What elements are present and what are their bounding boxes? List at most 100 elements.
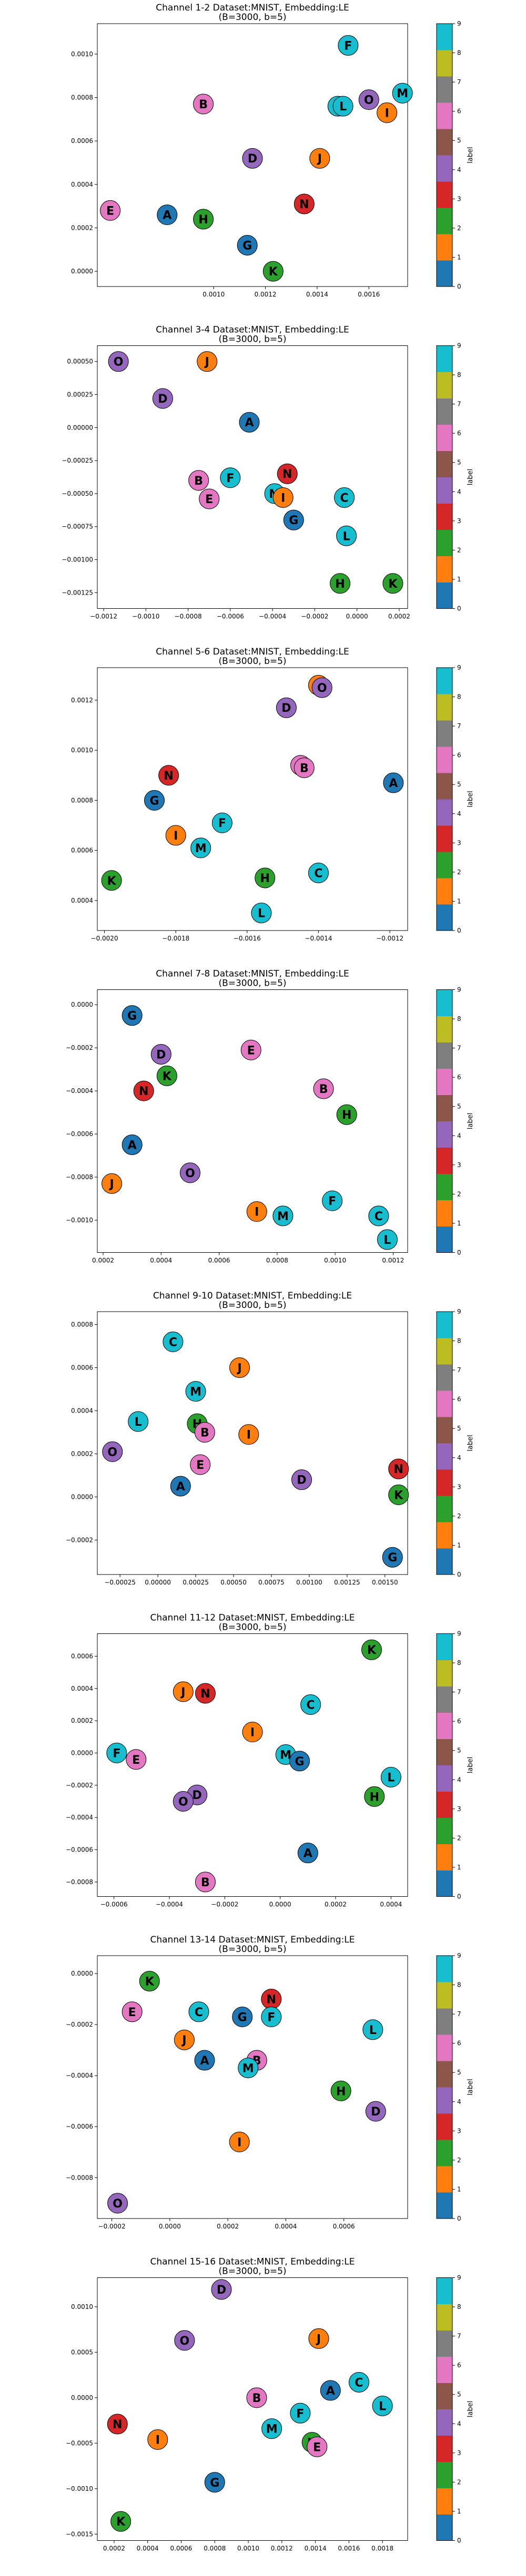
data-point-O (108, 351, 129, 372)
chart-title: Channel 3-4 Dataset:MNIST, Embedding:LE (156, 325, 349, 335)
colorbar-tick-label: 3 (457, 2127, 461, 2134)
colorbar-tick-label: 3 (457, 2449, 461, 2457)
data-point-J (102, 1173, 123, 1194)
data-point-A (320, 2380, 341, 2401)
colorbar-segment (437, 260, 452, 287)
data-point-I (246, 1201, 267, 1222)
colorbar-tick-label: 1 (457, 253, 461, 261)
colorbar-tick-label: 6 (457, 1074, 461, 1081)
data-point-N (133, 1080, 154, 1101)
x-tick-label: 0.0010 (203, 291, 225, 298)
y-tick-label: 0.00025 (67, 391, 93, 398)
colorbar-tick-label: 9 (457, 986, 461, 994)
colorbar-tick-label: 4 (457, 488, 461, 495)
y-tick-label: −0.00100 (62, 556, 93, 564)
colorbar-segment (437, 799, 452, 826)
colorbar-tick-label: 6 (457, 430, 461, 437)
point-label: J (316, 2333, 321, 2346)
point-label: B (319, 1083, 328, 1096)
colorbar-segment (437, 398, 452, 425)
plot-frame (97, 1311, 408, 1575)
point-label: J (204, 356, 209, 369)
colorbar-segment (437, 234, 452, 261)
chart-panel-7: Channel 13-14 Dataset:MNIST, Embedding:L… (66, 1935, 474, 2230)
data-point-I (272, 487, 294, 508)
data-point-I (238, 1424, 259, 1445)
colorbar-segment (437, 1443, 452, 1470)
point-label: C (375, 1210, 383, 1223)
colorbar-segment (437, 2061, 452, 2088)
chart-title: Channel 9-10 Dataset:MNIST, Embedding:LE (153, 1291, 352, 1301)
data-point-E (307, 2436, 328, 2457)
y-tick-label: −0.0004 (66, 2072, 93, 2079)
colorbar-segment (437, 529, 452, 556)
colorbar-tick-label: 5 (457, 2069, 461, 2076)
point-label: K (388, 578, 398, 591)
chart-title: Channel 5-6 Dataset:MNIST, Embedding:LE (156, 647, 349, 657)
data-point-K (101, 870, 122, 891)
colorbar-segment (437, 852, 452, 878)
data-point-M (392, 83, 413, 104)
data-point-D (242, 148, 263, 169)
point-label: C (307, 1699, 315, 1712)
data-point-C (334, 487, 355, 508)
chart-title: Channel 1-2 Dataset:MNIST, Embedding:LE (156, 3, 349, 13)
point-label: H (370, 1791, 379, 1804)
colorbar-tick-label: 7 (457, 1366, 461, 1374)
point-label: M (190, 1386, 201, 1399)
point-label: O (178, 1796, 188, 1809)
colorbar-tick-label: 5 (457, 137, 461, 144)
x-tick-label: 0.0002 (92, 1257, 114, 1264)
colorbar-segment (437, 1982, 452, 2009)
data-point-E (126, 1749, 147, 1770)
point-label: D (297, 1474, 306, 1487)
colorbar-tick-label: 0 (457, 2215, 461, 2222)
colorbar-segment (437, 1469, 452, 1496)
data-point-L (372, 2395, 393, 2416)
chart-panel-1: Channel 1-2 Dataset:MNIST, Embedding:LE(… (71, 3, 474, 298)
colorbar-segment (437, 989, 452, 1016)
point-label: H (342, 1109, 351, 1122)
plot-frame (97, 667, 408, 931)
x-tick-label: −0.0004 (259, 613, 286, 620)
x-tick-label: 0.00100 (296, 1579, 322, 1586)
data-point-K (382, 573, 403, 594)
x-tick-label: 0.0000 (269, 1901, 291, 1908)
colorbar-segment (437, 1791, 452, 1818)
data-point-J (308, 2328, 329, 2349)
x-tick-label: −0.0002 (98, 2223, 126, 2230)
colorbar-tick-label: 0 (457, 1893, 461, 1900)
point-label: G (127, 1010, 137, 1023)
data-point-F (290, 2403, 311, 2424)
point-label: N (394, 1463, 403, 1476)
y-tick-label: −0.0008 (66, 2174, 93, 2181)
chart-subtitle: (B=3000, b=5) (218, 978, 286, 989)
colorbar-tick-label: 1 (457, 897, 461, 905)
y-tick-label: −0.0002 (66, 1044, 93, 1051)
x-tick-label: 0.0012 (271, 2545, 293, 2552)
point-label: B (200, 1427, 209, 1440)
y-tick-label: −0.0002 (66, 2021, 93, 2028)
point-label: N (113, 2418, 122, 2431)
plot-frame (97, 345, 408, 609)
data-point-M (261, 2418, 282, 2439)
colorbar-segment (437, 1870, 452, 1897)
data-point-M (190, 837, 211, 858)
y-tick-label: 0.0005 (71, 2348, 93, 2356)
data-point-O (173, 1791, 194, 1812)
data-point-A (297, 1843, 318, 1864)
colorbar-segment (437, 424, 452, 451)
x-tick-label: 0.0012 (382, 1257, 404, 1264)
data-point-G (283, 509, 304, 530)
colorbar-tick-label: 7 (457, 1045, 461, 1052)
y-tick-label: 0.0000 (71, 1749, 93, 1756)
x-tick-label: 0.0002 (388, 613, 410, 620)
point-label: A (245, 416, 254, 430)
colorbar-segment (437, 773, 452, 800)
x-tick-label: −0.0016 (234, 935, 261, 942)
chart-subtitle: (B=3000, b=5) (218, 1944, 286, 1955)
x-tick-label: 0.0016 (358, 291, 380, 298)
point-label: E (106, 205, 114, 218)
point-label: F (218, 817, 226, 830)
x-tick-label: 0.00075 (258, 1579, 285, 1586)
